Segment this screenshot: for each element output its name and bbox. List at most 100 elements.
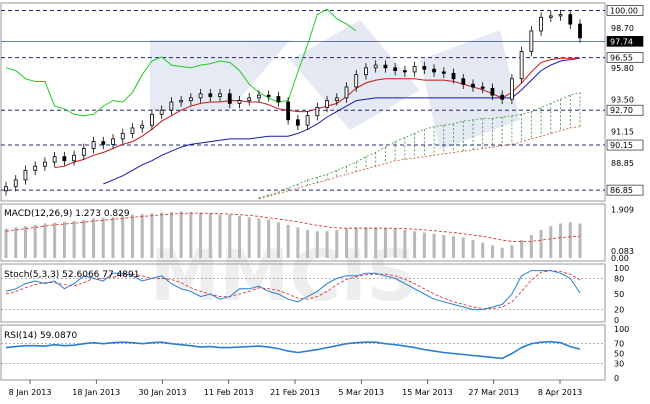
macd-bar [403,229,407,258]
macd-bar [43,223,47,258]
macd-bar [247,217,251,258]
macd-bar [189,212,193,258]
candle-body [4,186,8,192]
macd-bar [520,240,524,258]
macd-bar [345,228,349,258]
candle-body [101,141,106,145]
rsi-tick-label: 70 [614,340,624,349]
svg-text:MMCIS: MMCIS [150,235,417,317]
candle-body [471,83,475,88]
macd-bar [393,228,397,258]
macd-bar [53,222,57,258]
candle-body [412,66,417,73]
candle-body [120,133,125,140]
candle-body [276,96,281,103]
macd-signal-line [5,212,581,243]
macd-bar [267,219,271,258]
macd-tick-label: 1.909 [611,205,634,214]
macd-bar [461,237,465,258]
macd-bar [286,224,290,258]
x-tick-label: 15 Mar 2013 [402,388,453,397]
macd-bar [228,214,232,258]
macd-bar [199,212,203,258]
price-tick-label: 98.70 [611,24,634,33]
candle-body [539,16,543,32]
macd-bar [325,231,329,258]
macd-bar [568,222,572,258]
candle-body [519,51,524,80]
macd-bar [179,211,183,258]
candle-body [23,169,28,181]
macd-bar [383,227,387,258]
rsi-tick-label: 0 [614,374,619,383]
stoch-tick-label: 80 [614,274,624,283]
macd-bar [452,236,456,258]
candle-body [198,93,203,99]
macd-bar [208,213,212,258]
macd-bar [82,219,86,258]
macd-bar [33,224,37,258]
candle-body [305,115,310,126]
macd-panel [0,203,606,262]
x-tick-label: 8 Jan 2013 [9,388,52,397]
candle-body [43,161,47,167]
candle-body [509,78,514,100]
stoch-tick-label: 100 [614,264,629,273]
macd-bar [529,235,533,258]
watermark: MMCIS [150,20,520,317]
price-tag-box [606,139,644,151]
candle-body [422,66,427,70]
price-panel [0,2,606,202]
rsi-tick-label: 50 [614,350,624,359]
stoch-d-line [5,270,581,309]
macd-bar [101,217,105,258]
macd-bar [276,222,280,258]
candle-body [315,107,320,117]
candle-body [548,15,553,18]
macd-bar [72,221,76,258]
x-tick-label: 27 Mar 2013 [468,388,519,397]
candle-body [500,94,505,100]
x-tick-label: 30 Jan 2013 [139,388,187,397]
macd-bar [160,212,164,258]
macd-bar [335,229,339,258]
candle-body [334,97,339,102]
x-tick-label: 21 Feb 2013 [270,388,320,397]
x-tick-label: 18 Jan 2013 [72,388,120,397]
macd-bar [549,226,553,258]
candle-body [237,100,242,104]
price-tick-label: 96.55 [610,54,633,63]
candle-body [373,64,378,69]
stoch-tick-label: 50 [614,290,624,299]
candle-body [480,86,485,89]
x-tick-label: 8 Apr 2013 [538,388,582,397]
macd-bar [490,245,494,258]
macd-bar [306,229,310,258]
macd-bar [111,217,115,258]
macd-bar [23,226,27,258]
rsi-tick-label: 30 [614,359,624,368]
price-tick-label: 88.85 [611,159,634,168]
candle-body [432,68,436,73]
candle-body [402,70,407,73]
rsi-panel [0,324,606,381]
price-tick-label: 86.85 [610,186,633,195]
stoch-title: Stoch(5,3,3) 52.6066 77.4891 [4,270,139,280]
candle-body [62,156,67,162]
macd-bar [218,214,222,258]
candle-body [441,71,446,74]
candle-body [266,94,271,97]
price-tick-label: 91.15 [611,127,634,136]
macd-bar [422,232,426,258]
candle-body [286,101,291,121]
macd-tick-label: 0.00 [611,254,629,263]
candle-body [150,113,154,126]
candle-body [52,156,57,163]
candle-body [354,74,359,88]
rsi-tick-label: 100 [614,325,629,334]
macd-bar [510,245,514,258]
candle-body [295,119,300,126]
candle-body [393,67,398,71]
price-tick-label: 95.80 [611,64,634,73]
